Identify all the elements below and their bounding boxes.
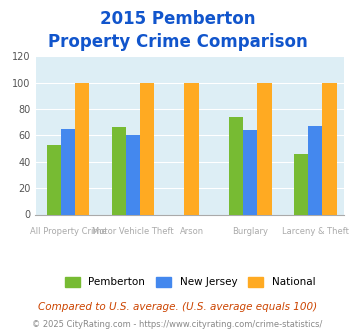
Bar [322,82,337,214]
Bar [243,130,257,214]
Text: Compared to U.S. average. (U.S. average equals 100): Compared to U.S. average. (U.S. average … [38,302,317,312]
Bar [47,145,61,214]
Text: 2015 Pemberton: 2015 Pemberton [100,10,255,28]
Text: © 2025 CityRating.com - https://www.cityrating.com/crime-statistics/: © 2025 CityRating.com - https://www.city… [32,320,323,329]
Text: All Property Crime: All Property Crime [29,227,106,236]
Bar [111,127,126,214]
Text: Arson: Arson [180,227,204,236]
Bar [184,82,199,214]
Bar [61,129,75,214]
Legend: Pemberton, New Jersey, National: Pemberton, New Jersey, National [60,273,320,292]
Text: Larceny & Theft: Larceny & Theft [282,227,349,236]
Bar [308,126,322,214]
Bar [126,135,140,214]
Bar [257,82,272,214]
Text: Motor Vehicle Theft: Motor Vehicle Theft [92,227,174,236]
Bar [140,82,154,214]
Text: Burglary: Burglary [232,227,268,236]
Text: Property Crime Comparison: Property Crime Comparison [48,33,307,51]
Bar [75,82,89,214]
Bar [294,154,308,214]
Bar [229,117,243,214]
